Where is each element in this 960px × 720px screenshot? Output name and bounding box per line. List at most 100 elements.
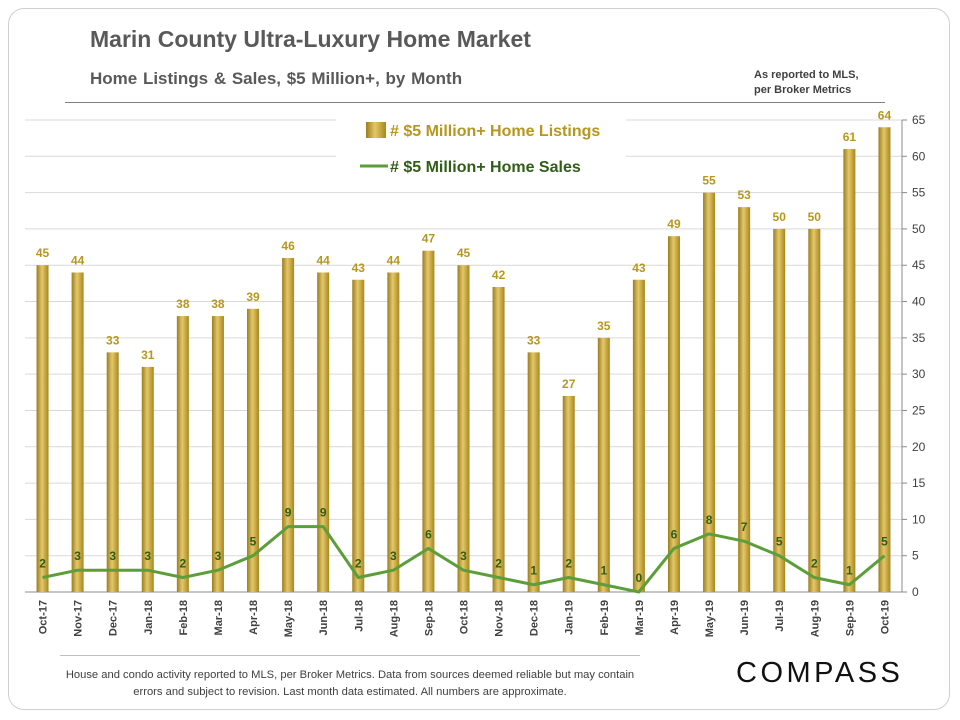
line-value-label: 9 xyxy=(320,506,327,520)
bar-value-label: 38 xyxy=(176,297,190,311)
chart-subtitle: Home Listings & Sales, $5 Million+, by M… xyxy=(90,69,463,88)
chart-title: Marin County Ultra-Luxury Home Market xyxy=(90,26,531,52)
bar-listings xyxy=(738,207,751,592)
x-tick-label: Sep-18 xyxy=(423,600,435,636)
line-value-label: 3 xyxy=(109,549,116,563)
bar-listings xyxy=(527,352,540,592)
line-value-label: 9 xyxy=(285,506,292,520)
bar-listings xyxy=(317,272,330,592)
bar-listings xyxy=(632,279,645,592)
x-tick-label: Nov-18 xyxy=(494,600,506,637)
bar-listings xyxy=(211,316,224,592)
x-tick-label: Jun-19 xyxy=(739,600,751,635)
legend-listings-label: # $5 Million+ Home Listings xyxy=(390,123,600,140)
bar-value-label: 35 xyxy=(597,319,611,333)
source-note-line-2: per Broker Metrics xyxy=(754,84,852,96)
y-tick-label: 0 xyxy=(912,585,919,599)
y-tick-label: 35 xyxy=(912,331,926,345)
footer-divider xyxy=(60,655,640,656)
bar-value-label: 39 xyxy=(246,290,260,304)
source-note-line-1: As reported to MLS, xyxy=(754,69,859,81)
y-tick-label: 30 xyxy=(912,367,926,381)
bar-listings xyxy=(703,192,716,592)
bar-value-label: 43 xyxy=(632,261,646,275)
bar-value-label: 61 xyxy=(843,130,857,144)
x-tick-label: May-19 xyxy=(704,600,716,637)
y-tick-label: 20 xyxy=(912,440,926,454)
x-tick-label: Oct-17 xyxy=(38,600,50,634)
x-tick-label: May-18 xyxy=(283,600,295,637)
bar-value-label: 44 xyxy=(387,253,401,267)
bar-value-label: 50 xyxy=(773,210,787,224)
bar-value-label: 46 xyxy=(281,239,295,253)
bar-listings xyxy=(247,308,260,592)
x-tick-label: Sep-19 xyxy=(844,600,856,636)
x-tick-label: Oct-19 xyxy=(879,600,891,634)
bar-listings xyxy=(422,250,435,592)
bar-listings xyxy=(176,316,189,592)
title-divider xyxy=(65,102,885,103)
bar-listings xyxy=(141,366,154,592)
y-tick-label: 40 xyxy=(912,295,926,309)
bar-value-label: 49 xyxy=(667,217,681,231)
bar-listings xyxy=(282,257,295,592)
line-value-label: 7 xyxy=(741,520,748,534)
bar-listings xyxy=(843,149,856,593)
x-tick-label: Apr-18 xyxy=(248,600,260,635)
source-note: As reported to MLS, per Broker Metrics xyxy=(754,68,914,98)
x-tick-label: Apr-19 xyxy=(669,600,681,635)
bar-value-label: 33 xyxy=(527,333,541,347)
line-value-label: 3 xyxy=(74,549,81,563)
line-value-label: 8 xyxy=(706,513,713,527)
bar-value-label: 38 xyxy=(211,297,225,311)
y-tick-label: 45 xyxy=(912,258,926,272)
bar-listings xyxy=(773,228,786,592)
line-value-label: 6 xyxy=(671,527,678,541)
y-tick-label: 10 xyxy=(912,512,926,526)
footer-disclaimer: House and condo activity reported to MLS… xyxy=(65,669,635,698)
line-value-label: 3 xyxy=(215,549,222,563)
line-value-label: 2 xyxy=(39,556,46,570)
bar-value-label: 33 xyxy=(106,333,120,347)
x-tick-label: Jul-19 xyxy=(774,600,786,632)
x-tick-label: Mar-18 xyxy=(213,600,225,635)
legend-sales-label: # $5 Million+ Home Sales xyxy=(390,159,581,176)
bar-value-label: 47 xyxy=(422,232,436,246)
y-tick-label: 5 xyxy=(912,549,919,563)
bar-value-label: 44 xyxy=(71,253,85,267)
x-tick-label: Nov-17 xyxy=(73,600,85,637)
line-value-label: 3 xyxy=(460,549,467,563)
line-value-label: 2 xyxy=(180,556,187,570)
line-value-label: 0 xyxy=(636,571,643,585)
line-value-label: 3 xyxy=(390,549,397,563)
x-tick-label: Dec-18 xyxy=(529,600,541,636)
y-tick-label: 15 xyxy=(912,476,926,490)
sales-line xyxy=(42,525,886,594)
bar-listings xyxy=(36,265,49,592)
bar-value-label: 50 xyxy=(808,210,822,224)
x-tick-label: Dec-17 xyxy=(108,600,120,636)
x-tick-label: Jul-18 xyxy=(353,600,365,632)
bar-value-label: 43 xyxy=(352,261,366,275)
x-tick-label: Jun-18 xyxy=(318,600,330,635)
bar-listings xyxy=(492,287,505,592)
x-tick-label: Aug-19 xyxy=(809,600,821,637)
x-tick-label: Mar-19 xyxy=(634,600,646,635)
x-tick-label: Feb-19 xyxy=(599,600,611,635)
legend-bar-swatch xyxy=(366,122,386,138)
bar-listings xyxy=(667,236,680,592)
x-tick-label: Jan-18 xyxy=(143,600,155,635)
bar-listings xyxy=(352,279,365,592)
bar-listings xyxy=(457,265,470,592)
y-tick-label: 65 xyxy=(912,113,926,127)
bar-listings xyxy=(562,395,575,592)
y-tick-label: 55 xyxy=(912,186,926,200)
y-tick-label: 60 xyxy=(912,149,926,163)
bar-listings xyxy=(387,272,400,592)
bar-listings xyxy=(597,337,610,592)
bar-listings xyxy=(71,272,84,592)
x-tick-label: Feb-18 xyxy=(178,600,190,635)
bar-value-label: 42 xyxy=(492,268,506,282)
bar-value-label: 44 xyxy=(317,253,331,267)
